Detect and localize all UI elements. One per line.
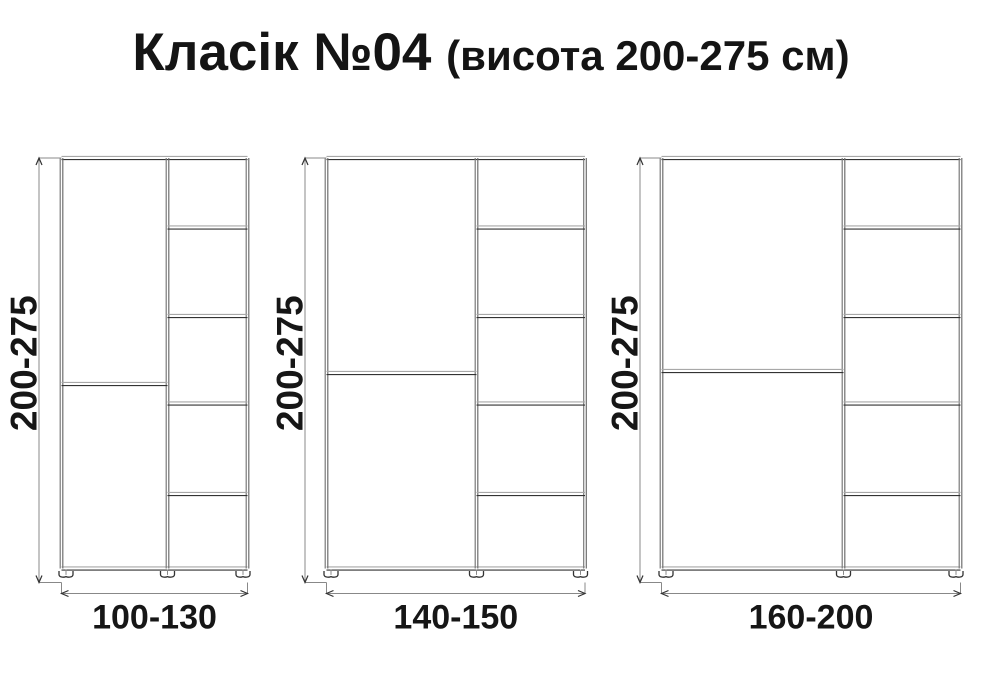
svg-text:100-130: 100-130 bbox=[92, 599, 217, 637]
svg-text:200-275: 200-275 bbox=[605, 295, 646, 431]
svg-text:140-150: 140-150 bbox=[393, 599, 518, 637]
svg-text:Класік №04 (висота 200-275 см): Класік №04 (висота 200-275 см) bbox=[132, 23, 849, 82]
svg-text:200-275: 200-275 bbox=[270, 295, 311, 431]
svg-text:200-275: 200-275 bbox=[4, 295, 45, 431]
svg-text:160-200: 160-200 bbox=[749, 599, 874, 637]
